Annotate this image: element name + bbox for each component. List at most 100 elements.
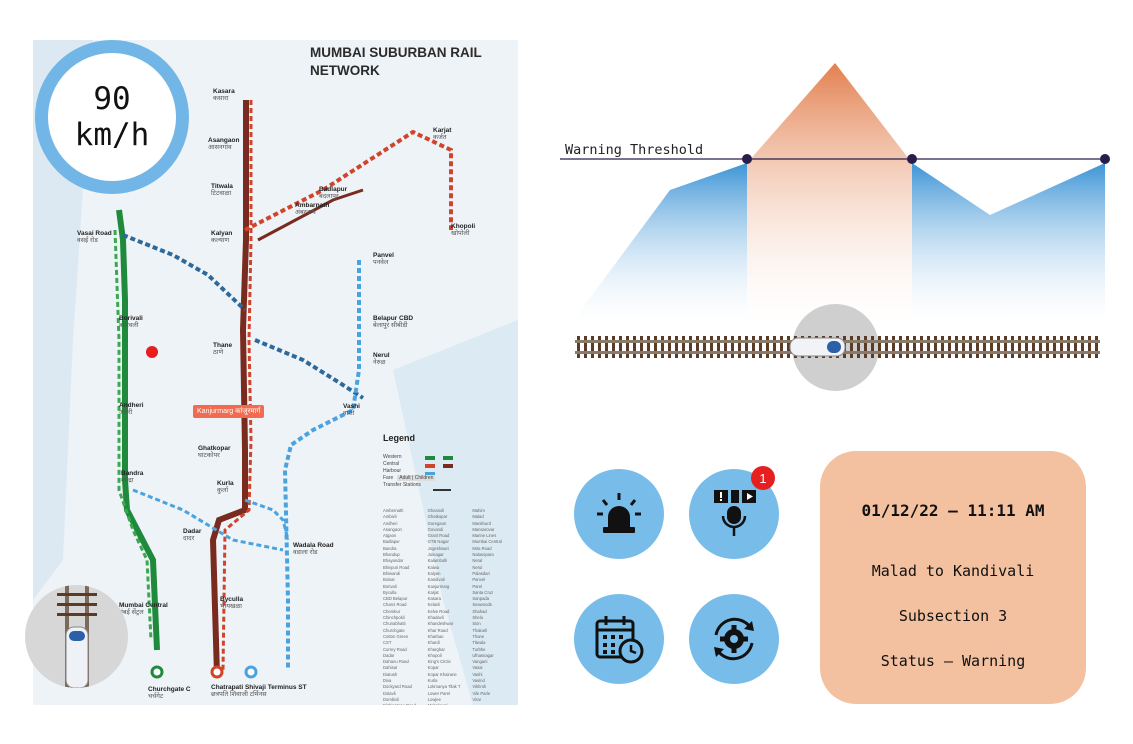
station-label[interactable]: Belapur CBD बेलापुर सीबीडी bbox=[373, 315, 414, 329]
station-label[interactable]: Vashi वाशी bbox=[343, 403, 360, 417]
station-label[interactable]: Ambarnath अंबरनाथ bbox=[295, 202, 330, 216]
station-index-item: Titwala bbox=[472, 640, 486, 646]
station-label[interactable]: Wadala Road वडाला रोड bbox=[293, 542, 334, 556]
station-index-item: Shahad bbox=[472, 608, 487, 614]
train-minimap[interactable] bbox=[25, 585, 128, 688]
station-label[interactable]: Andheri अंधेरी bbox=[119, 402, 144, 416]
station-index-item: Badlapur bbox=[383, 539, 400, 545]
station-label[interactable]: Thane ठाणे bbox=[213, 342, 233, 356]
station-index-item: Turbhe bbox=[472, 646, 486, 652]
station-label[interactable]: Panvel पनवेल bbox=[373, 252, 394, 266]
station-index-item: Dolavli bbox=[383, 690, 396, 696]
alarm-button[interactable] bbox=[574, 469, 664, 559]
station-index-item: Vangani bbox=[472, 659, 488, 665]
station-label[interactable]: Byculla भायखळा bbox=[220, 596, 244, 610]
station-index-item: Kandivali bbox=[427, 577, 445, 583]
station-label[interactable]: Badlapur बदलापूर bbox=[319, 186, 348, 200]
station-index-item: Kasara bbox=[427, 596, 441, 602]
siren-icon bbox=[597, 493, 641, 533]
station-index-item: Panvel bbox=[472, 577, 486, 583]
station-index-item: King's Circle bbox=[427, 659, 451, 665]
station-index-item: Dombivli bbox=[383, 696, 400, 702]
station-index-item: Kalwa bbox=[427, 564, 440, 570]
station-index-item: Vile Parle bbox=[472, 690, 491, 696]
station-index-item: Dahanu Road bbox=[383, 659, 409, 665]
station-label[interactable]: Churchgate C चर्चगेट bbox=[148, 686, 191, 700]
station-label[interactable]: Chatrapati Shivaji Terminus ST छत्रपति शि… bbox=[211, 684, 307, 698]
station-label[interactable]: Bandra बान्द्रा bbox=[121, 470, 144, 484]
station-label[interactable]: Nerul नेरुळ bbox=[373, 352, 390, 366]
station-index-item: Currey Road bbox=[383, 646, 407, 652]
station-index-item: Charni Road bbox=[383, 602, 407, 608]
legend-row: Harbour bbox=[383, 467, 402, 474]
station-label[interactable]: Kurla कुर्ला bbox=[217, 480, 234, 494]
station-index-item: Bhandup bbox=[383, 552, 400, 558]
profile-segment bbox=[570, 163, 747, 325]
station-index-item: Kelve Road bbox=[427, 608, 450, 614]
profile-segment bbox=[747, 63, 912, 325]
station-label[interactable]: Kalyan कल्याण bbox=[211, 230, 233, 244]
station-label[interactable]: Borivali बोरिवली bbox=[119, 315, 143, 329]
station-index-item: Cotton Green bbox=[383, 633, 409, 639]
station-index-item: Dockyard Road bbox=[383, 684, 412, 690]
station-index-item: Karjat bbox=[427, 589, 439, 595]
station-index-item: Diatush bbox=[383, 671, 398, 677]
station-index-item: Thane bbox=[472, 633, 485, 639]
gear-sync-icon bbox=[714, 617, 754, 661]
settings-button[interactable] bbox=[689, 594, 779, 684]
station-index-item: Palasdari bbox=[472, 570, 490, 576]
station-index-item: Nerul bbox=[472, 564, 483, 570]
station-index: Ambernath Ambivli Andheri Asangaon Atgaon Bad… bbox=[383, 508, 513, 705]
station-index-item: Sion bbox=[472, 621, 481, 627]
station-label[interactable]: Kasara कसारा bbox=[213, 88, 235, 102]
station-label[interactable]: Khopoli खोपोली bbox=[451, 223, 476, 237]
station-label[interactable]: Dadar दादर bbox=[183, 528, 202, 542]
station-index-item: Vikhroli bbox=[472, 684, 486, 690]
station-index-item: Byculla bbox=[383, 589, 397, 595]
station-index-item: Andheri bbox=[383, 520, 398, 526]
station-index-item: Borivali bbox=[383, 583, 397, 589]
map-legend: Legend Western Central Harbour Fare Adult… bbox=[383, 433, 513, 488]
station-label[interactable]: Titwala टिटवाळा bbox=[211, 183, 233, 197]
status-text: Status – Warning bbox=[880, 652, 1026, 670]
profile-segment bbox=[912, 163, 1105, 325]
threshold-label: Warning Threshold bbox=[565, 142, 704, 158]
station-label[interactable]: Vasai Road वसई रोड bbox=[77, 230, 112, 244]
track-profile-chart bbox=[560, 63, 1110, 325]
station-index-item: Vasind bbox=[472, 678, 485, 684]
station-index-item: Chinchpokli bbox=[383, 615, 405, 621]
schedule-button[interactable] bbox=[574, 594, 664, 684]
station-label[interactable]: Ghatkopar घाटकोपर bbox=[198, 445, 231, 459]
map-title: MUMBAI SUBURBAN RAIL NETWORK bbox=[310, 45, 482, 78]
station-index-item: Kalyan bbox=[427, 570, 441, 576]
threshold-point bbox=[1100, 154, 1110, 164]
station-index-item: Lowjee bbox=[427, 696, 441, 702]
station-index-item: Atgaon bbox=[383, 533, 397, 539]
station-index-item: Thakurli bbox=[472, 627, 488, 633]
station-index-item: Bhiwandi bbox=[383, 570, 400, 576]
station-label[interactable]: Asangaon आसनगांव bbox=[208, 137, 240, 151]
station-index-item: Chembur bbox=[383, 608, 401, 614]
station-index-item: Ulhasnagar bbox=[472, 652, 494, 658]
station-label[interactable]: Mumbai Central मुंबई सेंट्रल bbox=[119, 602, 168, 616]
station-index-item: CBD Belapur bbox=[383, 596, 408, 602]
threshold-point bbox=[907, 154, 917, 164]
threshold-point bbox=[742, 154, 752, 164]
station-index-item: Goregaon bbox=[427, 520, 447, 526]
station-index-item: Khadavli bbox=[427, 615, 444, 621]
station-label[interactable]: Karjat कर्जत bbox=[433, 127, 452, 141]
station-index-item: Mumbai Central bbox=[472, 539, 502, 545]
station-index-item: Kanjurmarg bbox=[427, 583, 450, 589]
alert-display-icon bbox=[714, 490, 756, 536]
highlighted-station[interactable]: Kanjurmarg कांजुरमार्ग bbox=[193, 405, 265, 418]
station-index-item: Mahim bbox=[472, 508, 485, 513]
station-index-item: Kurla bbox=[427, 678, 438, 684]
station-index-item: Asangaon bbox=[383, 526, 402, 532]
train-icon bbox=[789, 337, 846, 357]
datetime: 01/12/22 – 11:11 AM bbox=[861, 501, 1045, 520]
station-index-item: Neral bbox=[472, 558, 483, 564]
station-index-item: Kelavli bbox=[427, 602, 440, 608]
station-index-item: Grant Road bbox=[427, 533, 450, 539]
station-index-item: Sanpada bbox=[472, 596, 490, 602]
speed-value: 90 bbox=[93, 81, 131, 117]
